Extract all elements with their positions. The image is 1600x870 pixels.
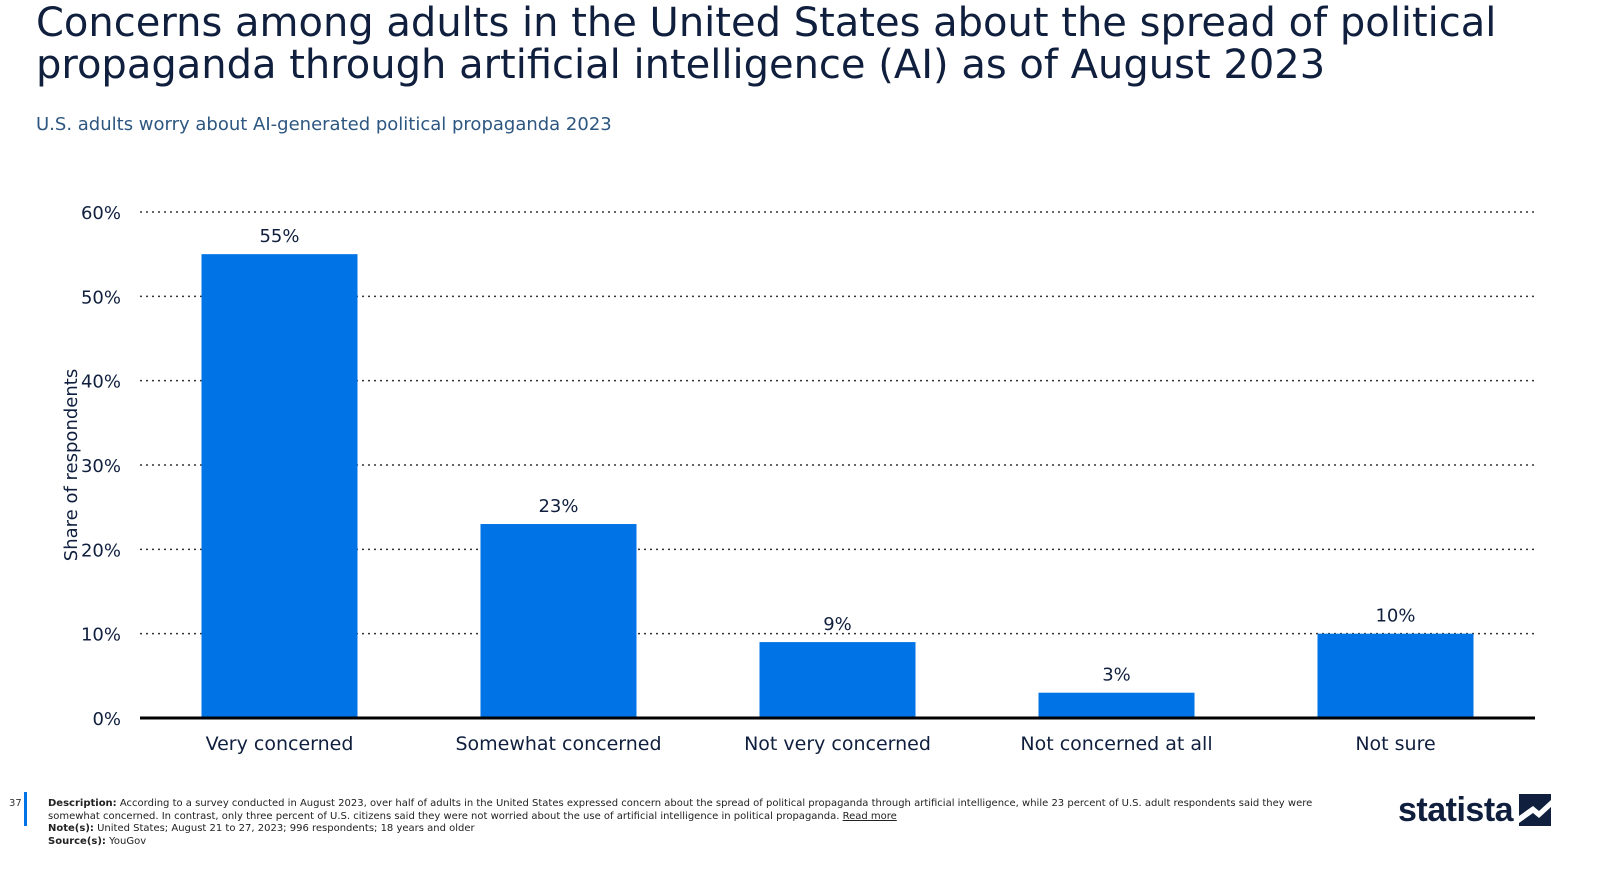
y-tick-labels: 0% 10% 20% 30% 40% 50% 60% — [81, 203, 121, 730]
value-labels: 55% 23% 9% 3% 10% — [259, 226, 1415, 686]
bar-value-label: 3% — [1102, 665, 1131, 686]
bar-value-label: 55% — [259, 226, 299, 247]
x-tick-label: Very concerned — [206, 733, 354, 755]
page-number: 37 — [9, 798, 22, 809]
description-label: Description: — [48, 798, 117, 809]
chart-title: Concerns among adults in the United Stat… — [36, 0, 1497, 88]
bar[interactable] — [201, 254, 358, 718]
y-tick-label: 30% — [81, 456, 121, 477]
bar-value-label: 23% — [538, 496, 578, 517]
chart-subtitle: U.S. adults worry about AI-generated pol… — [36, 114, 612, 135]
notes-line: Note(s): United States; August 21 to 27,… — [48, 823, 1348, 836]
y-tick-label: 50% — [81, 287, 121, 308]
bars — [201, 254, 1474, 718]
gridlines — [140, 211, 1535, 635]
y-tick-label: 60% — [81, 203, 121, 224]
description-text: According to a survey conducted in Augus… — [48, 798, 1313, 822]
bar[interactable] — [1317, 633, 1474, 718]
description-line: Description: According to a survey condu… — [48, 798, 1348, 823]
notes-label: Note(s): — [48, 823, 94, 834]
statista-logo[interactable]: statista — [1398, 790, 1552, 830]
bar[interactable] — [480, 524, 637, 718]
x-tick-label: Not concerned at all — [1020, 733, 1212, 755]
x-tick-label: Not very concerned — [744, 733, 931, 755]
footer-notes: Description: According to a survey condu… — [48, 798, 1348, 848]
bar-value-label: 9% — [823, 614, 852, 635]
y-tick-label: 10% — [81, 625, 121, 646]
notes-text: United States; August 21 to 27, 2023; 99… — [97, 823, 475, 834]
bar-value-label: 10% — [1375, 606, 1415, 627]
source-text: YouGov — [109, 835, 147, 847]
y-axis-label: Share of respondents — [61, 369, 82, 561]
bar-chart: 0% 10% 20% 30% 40% 50% 60% 55% 23% 9% 3% 10% Very … — [61, 203, 1535, 755]
y-tick-label: 0% — [92, 709, 121, 730]
read-more-link[interactable]: Read more — [842, 810, 897, 822]
footer: 37 Description: According to a survey co… — [0, 790, 1600, 870]
logo-mark-icon — [1519, 794, 1552, 826]
x-tick-label: Somewhat concerned — [455, 733, 661, 755]
y-tick-label: 20% — [81, 540, 121, 561]
bar[interactable] — [1038, 692, 1195, 718]
x-tick-labels: Very concerned Somewhat concerned Not very… — [206, 733, 1436, 755]
x-tick-label: Not sure — [1355, 733, 1435, 755]
logo-wordmark: statista — [1398, 790, 1514, 829]
footer-accent-bar — [24, 792, 27, 826]
bar[interactable] — [759, 642, 916, 718]
source-label: Source(s): — [48, 835, 106, 847]
source-line: Source(s): YouGov — [48, 836, 1348, 849]
y-tick-label: 40% — [81, 372, 121, 393]
